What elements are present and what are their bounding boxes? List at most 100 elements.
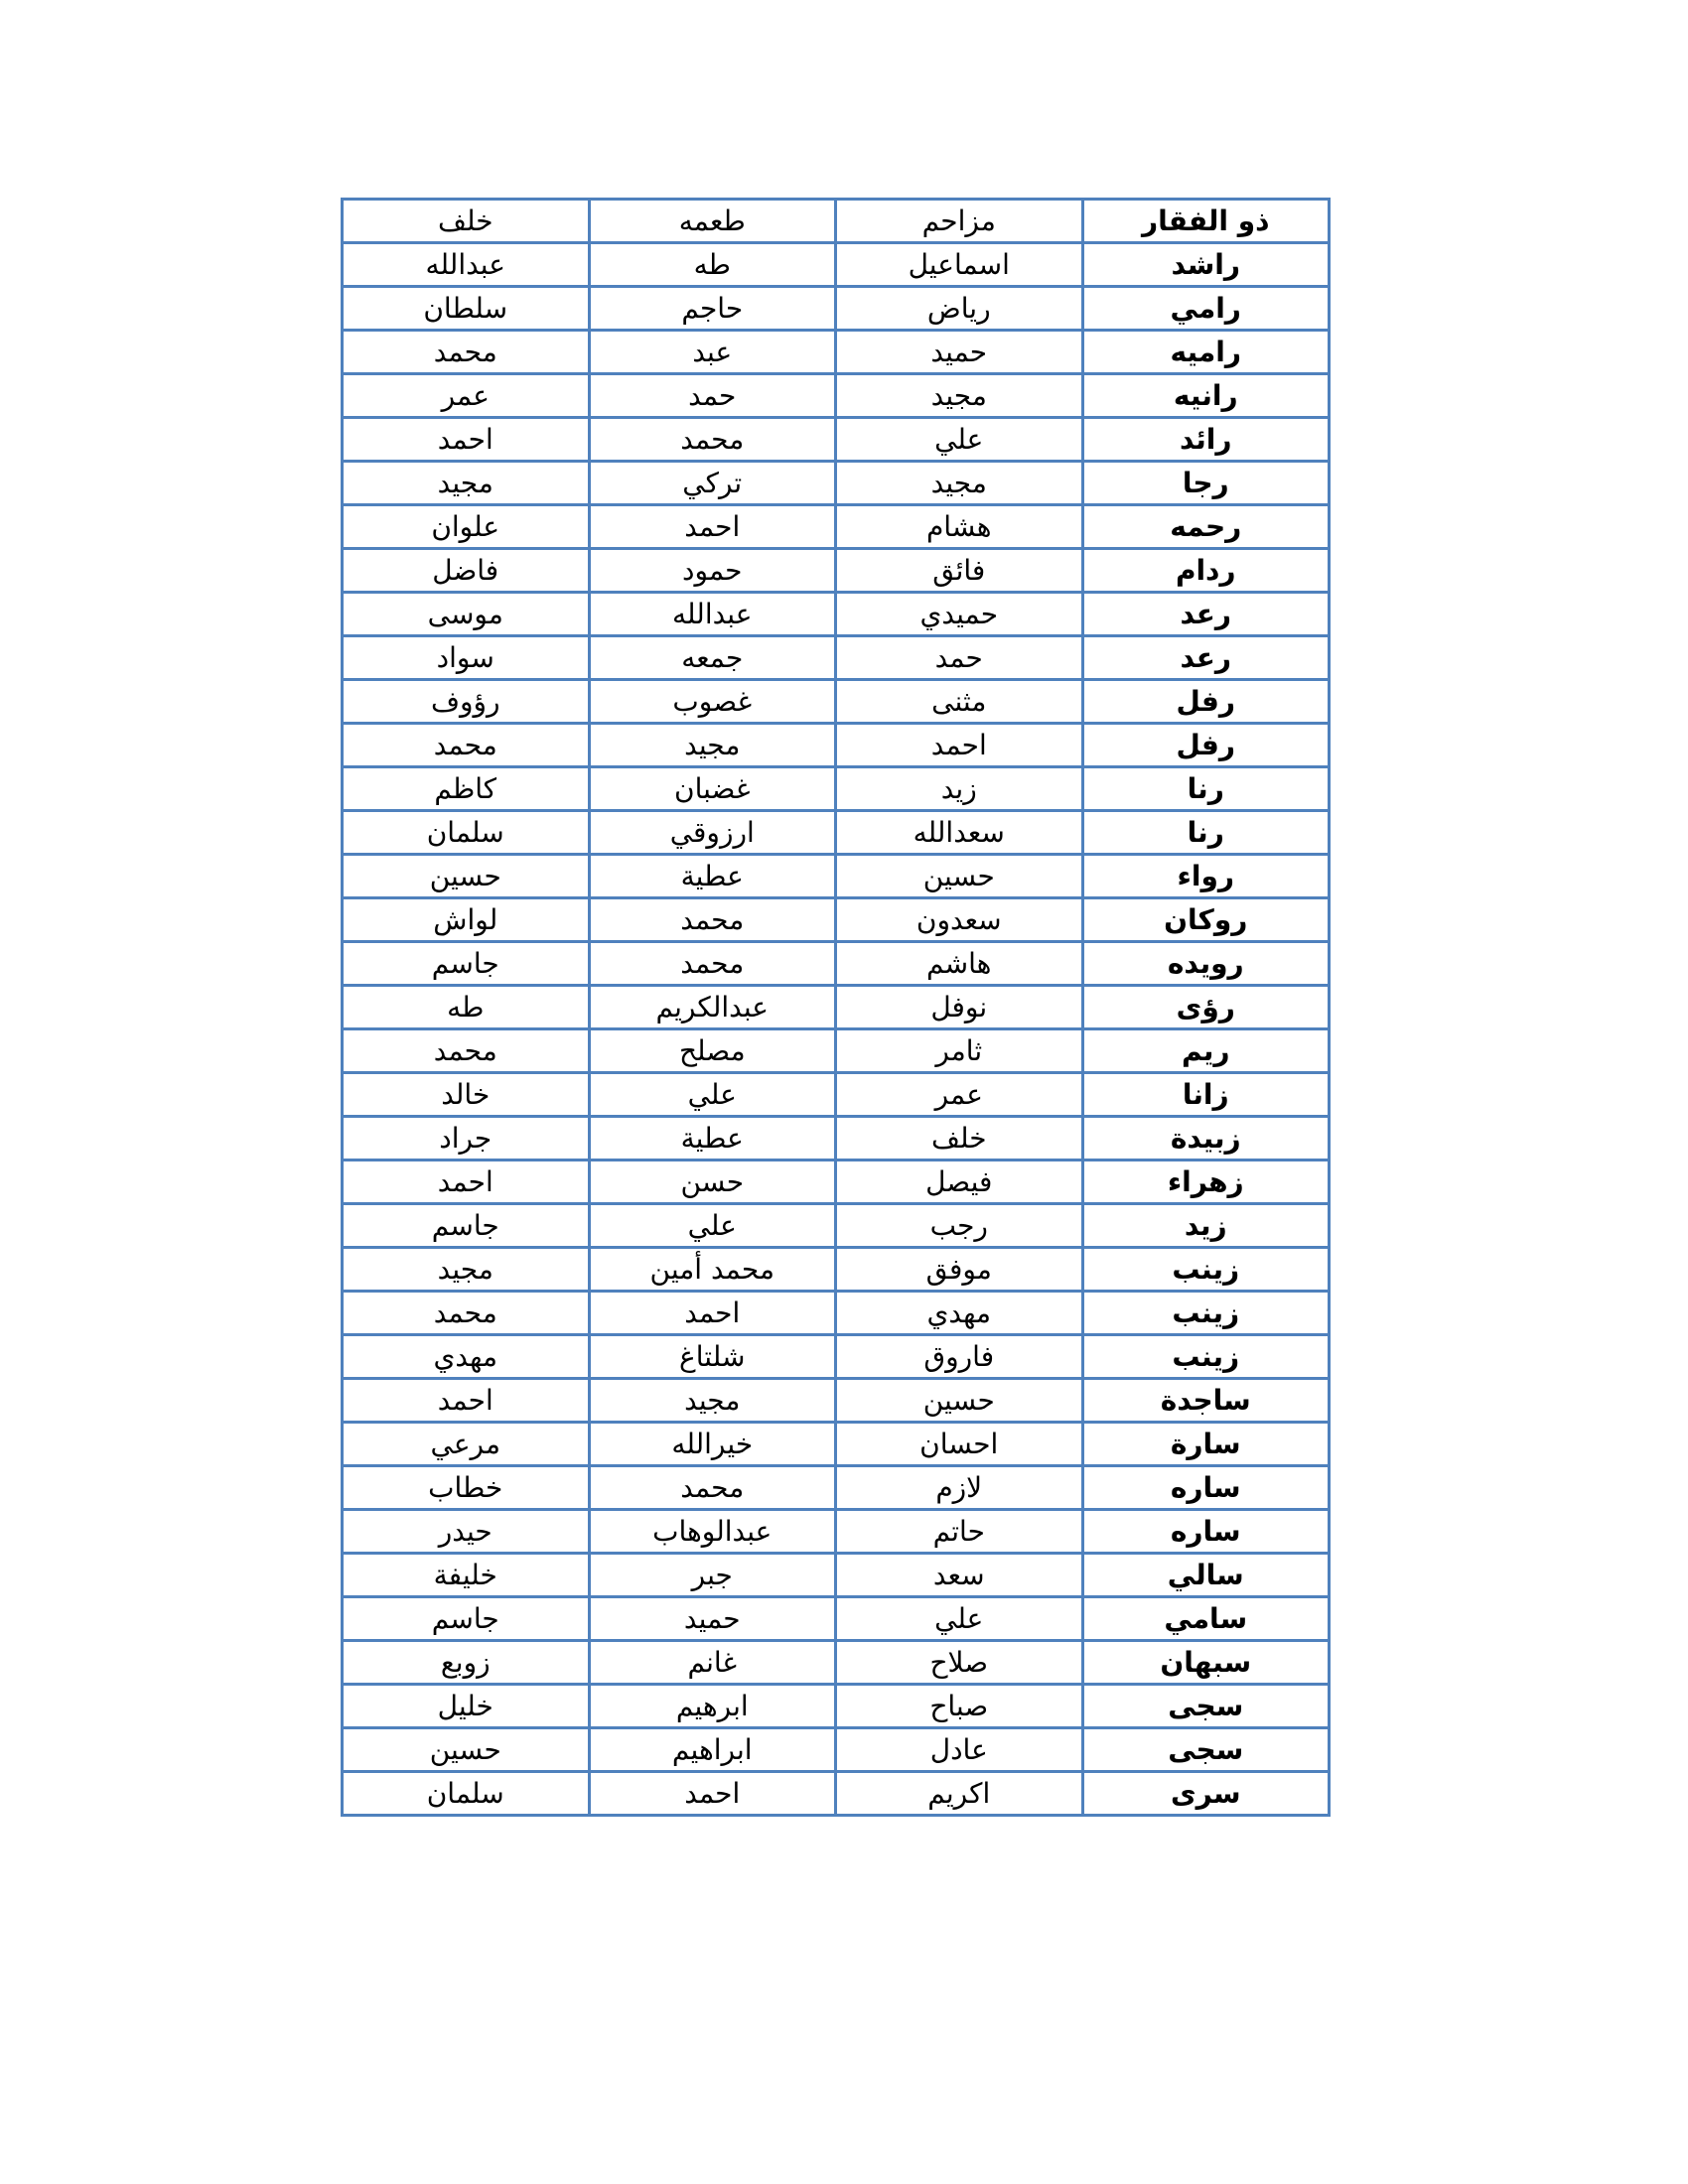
name-cell: رامي — [1080, 285, 1331, 332]
table-cell: علي — [587, 1071, 837, 1118]
name-cell: زانا — [1080, 1071, 1331, 1118]
table-cell: موفق — [834, 1246, 1084, 1293]
name-cell: رويده — [1080, 940, 1331, 987]
table-cell: لازم — [834, 1464, 1084, 1511]
table-cell: مجيد — [834, 372, 1084, 419]
table-cell: سعدون — [834, 896, 1084, 943]
table-cell: غضبان — [587, 765, 837, 812]
name-cell: رائد — [1080, 416, 1331, 463]
name-cell: رنا — [1080, 765, 1331, 812]
table-cell: حميدي — [834, 591, 1084, 637]
table-cell: نوفل — [834, 984, 1084, 1030]
table-cell: عطية — [587, 853, 837, 899]
table-cell: فاضل — [341, 547, 591, 594]
name-cell: زيد — [1080, 1202, 1331, 1249]
table-cell: احمد — [587, 503, 837, 550]
table-row: زينب مهدي احمد محمد — [341, 1290, 1331, 1336]
table-cell: عبدالله — [341, 241, 591, 288]
table-cell: طعمه — [587, 198, 837, 244]
name-cell: رفل — [1080, 678, 1331, 725]
table-row: سجى صباح ابرهيم خليل — [341, 1683, 1331, 1729]
table-cell: عمر — [341, 372, 591, 419]
name-cell: سجى — [1080, 1726, 1331, 1773]
table-cell: حاجم — [587, 285, 837, 332]
table-cell: خليفة — [341, 1552, 591, 1598]
table-cell: علي — [587, 1202, 837, 1249]
table-cell: اسماعيل — [834, 241, 1084, 288]
name-cell: راشد — [1080, 241, 1331, 288]
table-cell: مجيد — [834, 460, 1084, 506]
name-cell: ريم — [1080, 1027, 1331, 1074]
table-cell: جاسم — [341, 1595, 591, 1642]
name-cell: زينب — [1080, 1290, 1331, 1336]
name-cell: رجا — [1080, 460, 1331, 506]
table-row: ساره لازم محمد خطاب — [341, 1464, 1331, 1511]
table-row: زبيدة خلف عطية جراد — [341, 1115, 1331, 1161]
table-cell: حيدر — [341, 1508, 591, 1555]
table-row: زيد رجب علي جاسم — [341, 1202, 1331, 1249]
table-cell: سعد — [834, 1552, 1084, 1598]
table-cell: احسان — [834, 1421, 1084, 1467]
table-cell: عمر — [834, 1071, 1084, 1118]
name-cell: رعد — [1080, 634, 1331, 681]
name-cell: روكان — [1080, 896, 1331, 943]
table-row: روكان سعدون محمد لواش — [341, 896, 1331, 943]
table-row: زهراء فيصل حسن احمد — [341, 1159, 1331, 1205]
table-cell: هشام — [834, 503, 1084, 550]
table-cell: صباح — [834, 1683, 1084, 1729]
name-cell: زبيدة — [1080, 1115, 1331, 1161]
table-cell: محمد — [587, 416, 837, 463]
table-cell: طه — [587, 241, 837, 288]
table-cell: مجيد — [587, 722, 837, 768]
table-row: رفل مثنى غصوب رؤوف — [341, 678, 1331, 725]
table-cell: خيرالله — [587, 1421, 837, 1467]
name-cell: زهراء — [1080, 1159, 1331, 1205]
table-cell: سعدالله — [834, 809, 1084, 856]
table-cell: علوان — [341, 503, 591, 550]
table-cell: طه — [341, 984, 591, 1030]
table-row: رنا سعدالله ارزوقي سلمان — [341, 809, 1331, 856]
table-cell: جمعه — [587, 634, 837, 681]
table-row: ريم ثامر مصلح محمد — [341, 1027, 1331, 1074]
table-cell: ابراهيم — [587, 1726, 837, 1773]
name-cell: رواء — [1080, 853, 1331, 899]
table-cell: خليل — [341, 1683, 591, 1729]
table-cell: جبر — [587, 1552, 837, 1598]
table-cell: مجيد — [341, 1246, 591, 1293]
name-cell: سبهان — [1080, 1639, 1331, 1686]
table-row: زينب فاروق شلتاغ مهدي — [341, 1333, 1331, 1380]
table-row: سالي سعد جبر خليفة — [341, 1552, 1331, 1598]
name-cell: راميه — [1080, 329, 1331, 375]
table-cell: محمد — [587, 940, 837, 987]
table-row: ساجدة حسين مجيد احمد — [341, 1377, 1331, 1424]
table-cell: علي — [834, 416, 1084, 463]
table-row: ذو الفقار مزاحم طعمه خلف — [341, 198, 1331, 244]
table-cell: خطاب — [341, 1464, 591, 1511]
table-cell: حسين — [834, 1377, 1084, 1424]
table-row: زانا عمر علي خالد — [341, 1071, 1331, 1118]
table-cell: خلف — [341, 198, 591, 244]
table-cell: سواد — [341, 634, 591, 681]
table-cell: مصلح — [587, 1027, 837, 1074]
name-cell: سرى — [1080, 1770, 1331, 1817]
table-cell: زيد — [834, 765, 1084, 812]
table-cell: حميد — [587, 1595, 837, 1642]
table-cell: احمد — [587, 1770, 837, 1817]
table-cell: جراد — [341, 1115, 591, 1161]
table-cell: حمود — [587, 547, 837, 594]
table-cell: سلطان — [341, 285, 591, 332]
table-cell: حسين — [341, 853, 591, 899]
table-cell: حسين — [341, 1726, 591, 1773]
table-cell: ابرهيم — [587, 1683, 837, 1729]
name-cell: رؤى — [1080, 984, 1331, 1030]
name-cell: ساره — [1080, 1508, 1331, 1555]
table-cell: مجيد — [341, 460, 591, 506]
table-cell: مثنى — [834, 678, 1084, 725]
table-cell: عطية — [587, 1115, 837, 1161]
table-row: رجا مجيد تركي مجيد — [341, 460, 1331, 506]
table-cell: محمد — [341, 329, 591, 375]
table-row: سرى اكريم احمد سلمان — [341, 1770, 1331, 1817]
table-cell: محمد — [587, 1464, 837, 1511]
name-cell: رعد — [1080, 591, 1331, 637]
table-cell: حمد — [587, 372, 837, 419]
